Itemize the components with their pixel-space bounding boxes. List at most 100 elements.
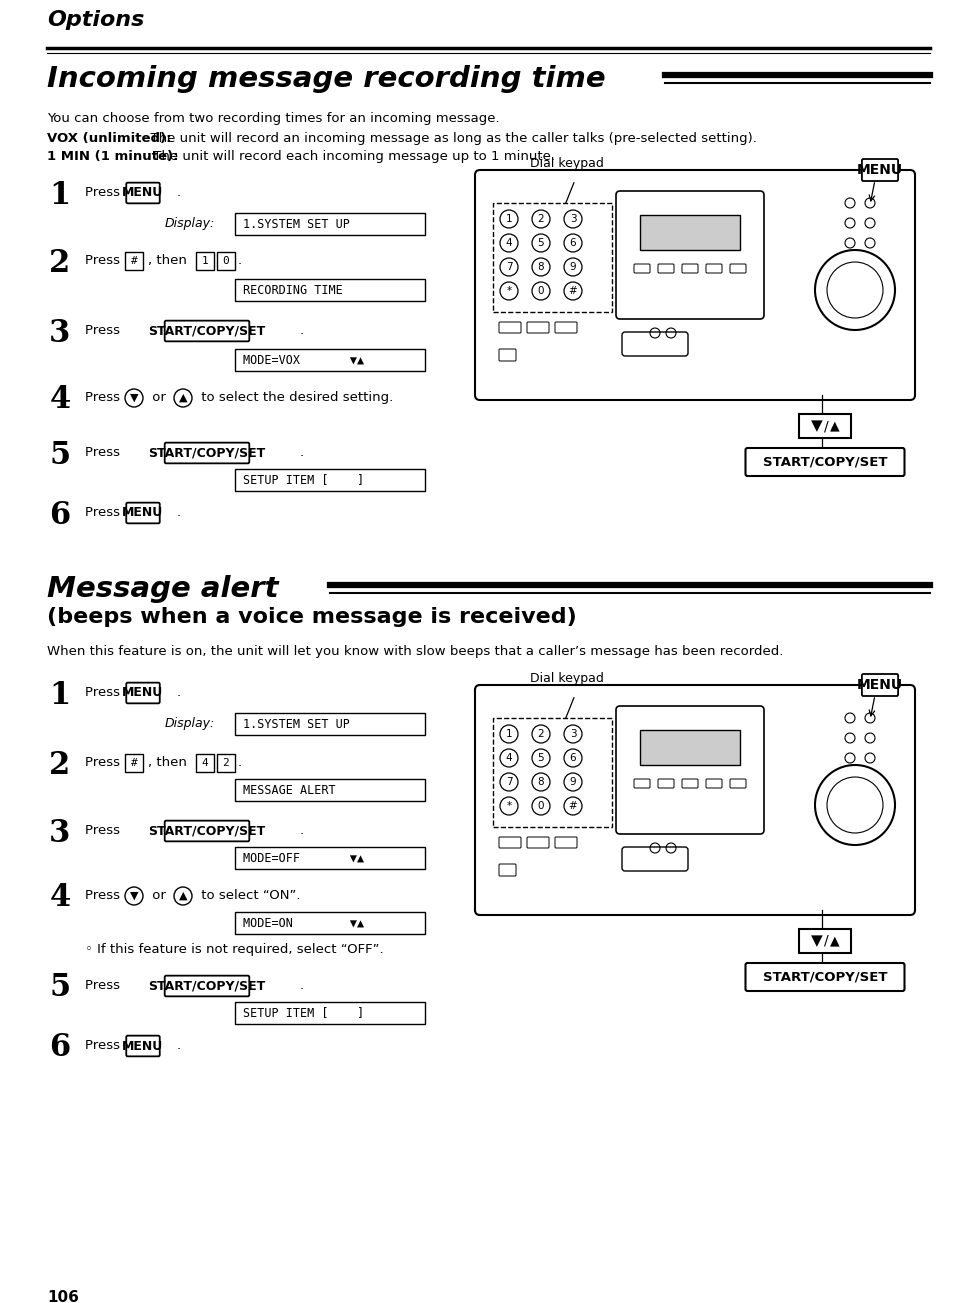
Text: Press: Press [85, 979, 124, 992]
FancyBboxPatch shape [165, 321, 249, 341]
FancyBboxPatch shape [493, 203, 612, 311]
Text: START/COPY/SET: START/COPY/SET [149, 825, 265, 838]
Text: 5: 5 [50, 439, 71, 470]
FancyBboxPatch shape [526, 837, 548, 848]
FancyBboxPatch shape [729, 265, 745, 274]
Text: You can choose from two recording times for an incoming message.: You can choose from two recording times … [47, 112, 499, 125]
Text: , then: , then [148, 756, 191, 769]
Text: 2: 2 [537, 214, 544, 224]
Text: .: . [237, 254, 242, 267]
Text: 1: 1 [50, 180, 71, 211]
Bar [234, 349, 424, 371]
FancyBboxPatch shape [165, 821, 249, 842]
FancyBboxPatch shape [498, 864, 516, 876]
FancyBboxPatch shape [126, 503, 159, 524]
Text: 4: 4 [50, 384, 71, 416]
FancyBboxPatch shape [125, 754, 143, 771]
Text: ▲: ▲ [178, 891, 187, 900]
Text: *: * [506, 285, 511, 296]
Text: 3: 3 [569, 728, 576, 739]
Text: 2: 2 [50, 248, 71, 279]
FancyBboxPatch shape [165, 443, 249, 464]
Text: 9: 9 [569, 262, 576, 272]
Text: Dial keypad: Dial keypad [530, 156, 603, 169]
Text: START/COPY/SET: START/COPY/SET [149, 447, 265, 460]
Text: .: . [299, 446, 304, 459]
FancyBboxPatch shape [475, 169, 914, 400]
Text: The unit will record an incoming message as long as the caller talks (pre-select: The unit will record an incoming message… [142, 132, 756, 145]
Text: Display:: Display: [165, 218, 215, 231]
Bar [234, 279, 424, 301]
Bar [234, 912, 424, 934]
Text: ◦ If this feature is not required, select “OFF”.: ◦ If this feature is not required, selec… [85, 943, 383, 956]
Text: .: . [237, 756, 242, 769]
Text: 1.SYSTEM SET UP: 1.SYSTEM SET UP [243, 718, 350, 731]
FancyBboxPatch shape [493, 718, 612, 827]
FancyBboxPatch shape [799, 929, 850, 952]
Text: Press: Press [85, 685, 124, 698]
Text: 6: 6 [50, 499, 71, 530]
Text: SETUP ITEM [    ]: SETUP ITEM [ ] [243, 1006, 364, 1019]
Text: MENU: MENU [122, 186, 164, 199]
Text: Dial keypad: Dial keypad [530, 672, 603, 685]
Text: 6: 6 [569, 238, 576, 248]
Text: Display:: Display: [165, 717, 215, 730]
Text: Press: Press [85, 254, 124, 267]
Text: MENU: MENU [122, 1040, 164, 1053]
FancyBboxPatch shape [195, 754, 213, 771]
FancyBboxPatch shape [705, 265, 721, 274]
Text: #: # [131, 758, 137, 767]
FancyBboxPatch shape [195, 251, 213, 270]
FancyBboxPatch shape [799, 414, 850, 438]
FancyBboxPatch shape [498, 322, 520, 334]
Text: 0: 0 [537, 285, 543, 296]
Text: 2: 2 [537, 728, 544, 739]
Text: #: # [568, 285, 577, 296]
Text: Press: Press [85, 446, 124, 459]
Text: 3: 3 [50, 817, 71, 848]
Text: ▼: ▼ [130, 891, 138, 900]
Text: MENU: MENU [122, 687, 164, 700]
Text: 5: 5 [537, 238, 544, 248]
Text: ▲: ▲ [829, 420, 839, 433]
Text: MENU: MENU [122, 507, 164, 520]
FancyBboxPatch shape [744, 448, 903, 476]
Text: Press: Press [85, 186, 124, 199]
FancyBboxPatch shape [634, 779, 649, 788]
FancyBboxPatch shape [555, 322, 577, 334]
FancyBboxPatch shape [634, 265, 649, 274]
Text: Press: Press [85, 889, 124, 902]
Text: /: / [822, 420, 827, 433]
Text: or: or [148, 391, 170, 404]
Text: Message alert: Message alert [47, 575, 278, 603]
FancyBboxPatch shape [126, 683, 159, 704]
Text: .: . [299, 979, 304, 992]
Text: MESSAGE ALERT: MESSAGE ALERT [243, 783, 335, 796]
Text: 7: 7 [505, 262, 512, 272]
FancyBboxPatch shape [498, 837, 520, 848]
FancyBboxPatch shape [861, 159, 897, 181]
FancyBboxPatch shape [126, 1036, 159, 1057]
FancyBboxPatch shape [526, 322, 548, 334]
Text: MODE=ON        ▼▲: MODE=ON ▼▲ [243, 916, 364, 929]
FancyBboxPatch shape [555, 837, 577, 848]
Text: START/COPY/SET: START/COPY/SET [762, 456, 886, 469]
Text: Options: Options [47, 10, 144, 30]
Text: SETUP ITEM [    ]: SETUP ITEM [ ] [243, 473, 364, 486]
Text: 2: 2 [50, 749, 71, 780]
Text: .: . [177, 685, 181, 698]
Text: 4: 4 [505, 238, 512, 248]
Text: MODE=VOX       ▼▲: MODE=VOX ▼▲ [243, 353, 364, 366]
Text: Press: Press [85, 823, 124, 837]
Text: 1: 1 [50, 679, 71, 710]
FancyBboxPatch shape [744, 963, 903, 992]
Text: When this feature is on, the unit will let you know with slow beeps that a calle: When this feature is on, the unit will l… [47, 645, 782, 658]
Text: 7: 7 [505, 777, 512, 787]
Text: to select “ON”.: to select “ON”. [196, 889, 300, 902]
Text: Press: Press [85, 391, 124, 404]
Text: 1: 1 [201, 255, 208, 266]
Text: START/COPY/SET: START/COPY/SET [149, 324, 265, 337]
Text: Press: Press [85, 324, 124, 337]
Text: 9: 9 [569, 777, 576, 787]
Text: ▼: ▼ [810, 418, 822, 434]
